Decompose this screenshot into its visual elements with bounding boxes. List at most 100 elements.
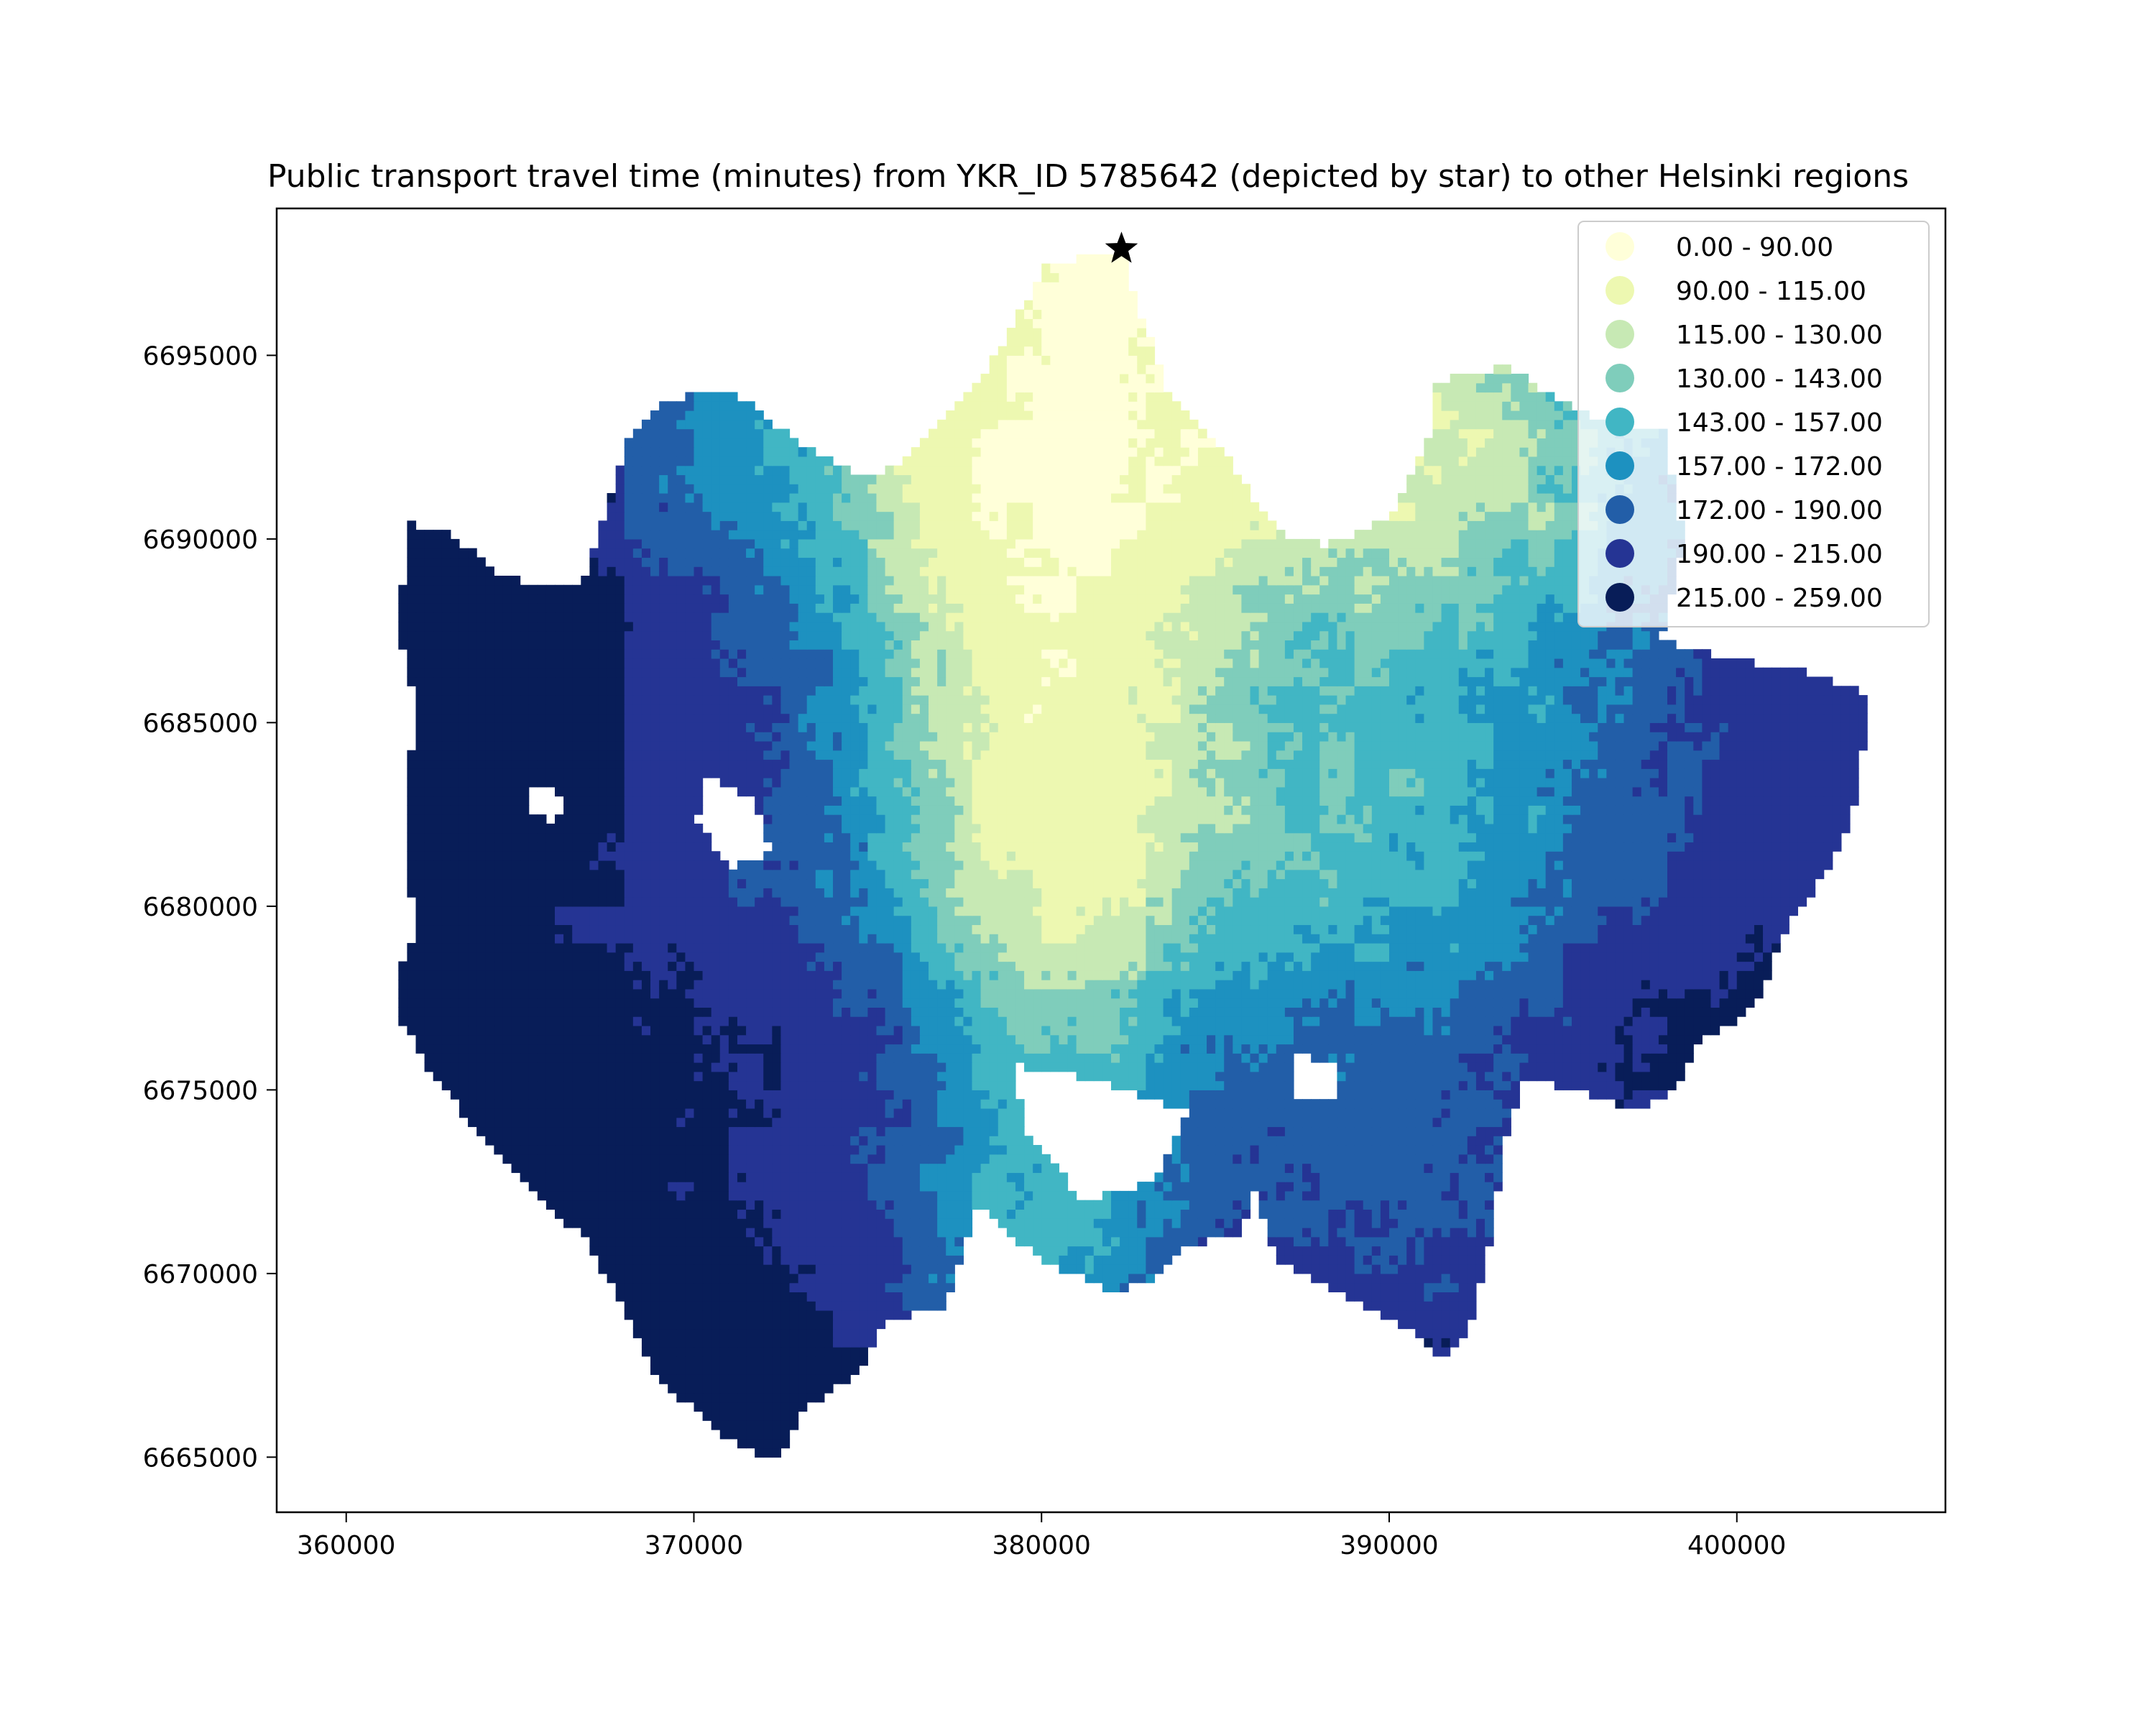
grid-cell	[893, 1136, 903, 1146]
grid-cell	[641, 1062, 651, 1072]
grid-cell	[1267, 998, 1277, 1008]
grid-cell	[1485, 1007, 1494, 1017]
grid-cell	[867, 970, 877, 980]
grid-cell	[702, 1282, 712, 1292]
grid-cell	[581, 1172, 590, 1182]
grid-cell	[893, 1099, 903, 1109]
grid-cell	[954, 1145, 964, 1155]
grid-cell	[1146, 1062, 1156, 1072]
grid-cell	[1363, 1200, 1373, 1210]
grid-cell	[728, 1347, 738, 1357]
grid-cell	[963, 1227, 973, 1238]
grid-cell	[946, 998, 955, 1008]
grid-cell	[1076, 980, 1086, 990]
grid-cell	[1006, 1099, 1016, 1109]
grid-cell	[824, 1209, 834, 1219]
grid-cell	[1354, 1190, 1364, 1201]
grid-cell	[998, 1163, 1008, 1173]
grid-cell	[702, 1145, 712, 1155]
grid-cell	[1189, 1154, 1199, 1164]
grid-cell	[1406, 1044, 1416, 1054]
grid-cell	[902, 1236, 912, 1247]
grid-cell	[1102, 952, 1112, 962]
grid-cell	[911, 998, 921, 1008]
grid-cell	[1137, 1025, 1146, 1036]
grid-cell	[694, 1402, 704, 1412]
grid-cell	[1380, 1163, 1390, 1173]
grid-cell	[468, 1007, 477, 1017]
grid-cell	[1450, 952, 1460, 962]
grid-cell	[641, 1080, 651, 1090]
grid-cell	[615, 1007, 625, 1017]
grid-cell	[1137, 1236, 1146, 1247]
grid-cell	[668, 1034, 677, 1045]
grid-cell	[1197, 1209, 1207, 1219]
grid-cell	[746, 1402, 755, 1412]
grid-cell	[919, 961, 929, 971]
grid-cell	[572, 1053, 581, 1063]
grid-cell	[659, 1209, 668, 1219]
grid-cell	[1545, 961, 1555, 971]
grid-cell	[1084, 952, 1095, 962]
grid-cell	[929, 1273, 938, 1284]
grid-cell	[719, 1255, 729, 1265]
grid-cell	[632, 1172, 642, 1182]
grid-cell	[1363, 1218, 1373, 1228]
grid-cell	[711, 1007, 721, 1017]
grid-cell	[650, 980, 660, 990]
grid-cell	[1545, 1034, 1555, 1045]
grid-cell	[1084, 1016, 1095, 1026]
grid-cell	[502, 934, 512, 944]
grid-cell	[1475, 1080, 1485, 1090]
grid-cell	[824, 1016, 834, 1026]
grid-cell	[1241, 988, 1251, 999]
grid-cell	[763, 970, 773, 980]
grid-cell	[563, 952, 573, 962]
grid-cell	[1371, 1218, 1381, 1228]
grid-cell	[867, 1246, 877, 1256]
grid-cell	[511, 961, 521, 971]
grid-cell	[893, 1016, 903, 1026]
grid-cell	[737, 1016, 747, 1026]
grid-cell	[972, 1062, 982, 1072]
grid-cell	[1146, 1053, 1156, 1063]
grid-cell	[1250, 1071, 1260, 1082]
grid-cell	[1649, 988, 1659, 999]
grid-cell	[1015, 961, 1025, 971]
grid-cell	[1467, 1145, 1477, 1155]
grid-cell	[946, 1200, 955, 1210]
grid-cell	[1519, 980, 1529, 990]
grid-cell	[719, 952, 729, 962]
grid-cell	[1458, 1062, 1468, 1072]
grid-cell	[650, 1034, 660, 1045]
grid-cell	[494, 1145, 504, 1155]
grid-cell	[719, 961, 729, 971]
grid-cell	[937, 1034, 946, 1045]
grid-cell	[1146, 1071, 1156, 1082]
grid-cell	[728, 1209, 738, 1219]
grid-cell	[598, 988, 608, 999]
grid-cell	[885, 1062, 895, 1072]
grid-cell	[798, 1282, 808, 1292]
grid-cell	[711, 1392, 721, 1403]
grid-cell	[641, 1328, 651, 1338]
grid-cell	[1485, 1236, 1494, 1247]
grid-cell	[1598, 1044, 1607, 1054]
grid-cell	[1163, 1246, 1173, 1256]
grid-cell	[1519, 1007, 1529, 1017]
grid-cell	[581, 1218, 590, 1228]
grid-cell	[946, 1255, 955, 1265]
grid-cell	[624, 1209, 634, 1219]
grid-cell	[824, 1145, 834, 1155]
grid-cell	[1197, 1227, 1207, 1238]
grid-cell	[806, 1108, 816, 1118]
grid-cell	[789, 1420, 799, 1430]
grid-cell	[572, 1034, 581, 1045]
grid-cell	[1276, 1016, 1286, 1026]
grid-cell	[1250, 1136, 1260, 1146]
grid-cell	[1363, 1190, 1373, 1201]
grid-cell	[433, 934, 443, 944]
grid-cell	[746, 1209, 755, 1219]
grid-cell	[972, 1016, 982, 1026]
grid-cell	[1076, 1016, 1086, 1026]
